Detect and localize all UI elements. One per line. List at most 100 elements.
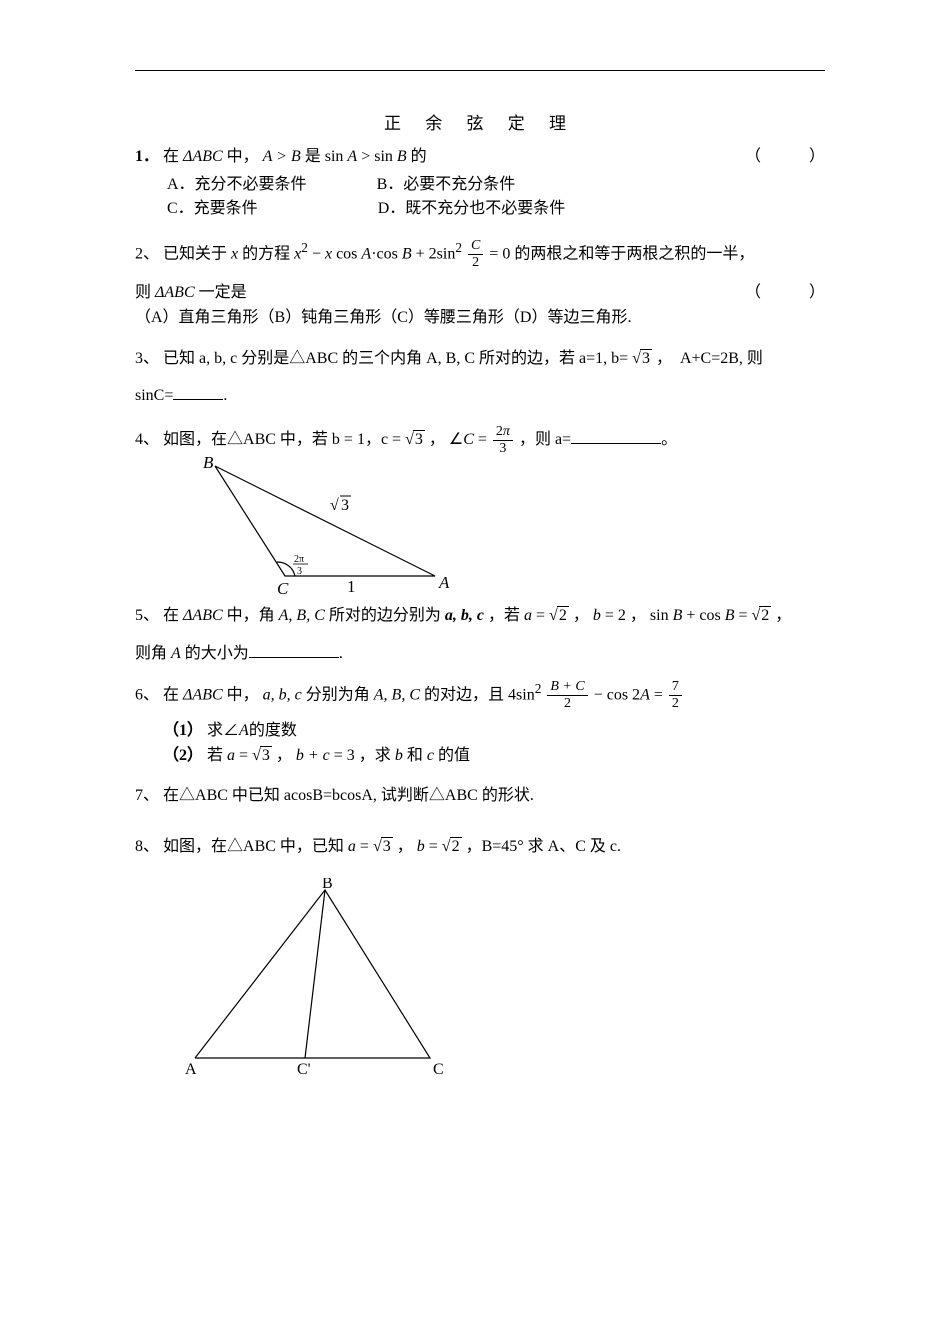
q3-b: ， A+C=2B, 则 bbox=[656, 350, 763, 367]
q8-avar: a bbox=[348, 838, 356, 855]
q2-x: x bbox=[231, 245, 238, 262]
q4-angC: ∠C = bbox=[449, 431, 491, 448]
q3-a: 已知 a, b, c 分别是△ABC 的三个内角 A, B, C 所对的边，若 … bbox=[163, 350, 628, 367]
q8-label-Cp: C' bbox=[297, 1061, 311, 1078]
q3-sqrt: √3 bbox=[632, 347, 652, 372]
q4-label-3: 3 bbox=[341, 497, 349, 514]
q4-label-B: B bbox=[203, 456, 214, 472]
q8-label-B: B bbox=[322, 878, 333, 892]
q6-abc: a, b, c bbox=[263, 686, 302, 703]
q4-num: 4、 bbox=[135, 431, 159, 448]
q5-eq2: = 2 bbox=[601, 607, 626, 624]
q1-optB: B．必要不充分条件 bbox=[377, 170, 516, 194]
q6-p2-a: a bbox=[227, 747, 235, 764]
q6-b: 中， bbox=[227, 686, 259, 703]
q5-d: ，若 bbox=[488, 607, 520, 624]
q5-beq: b bbox=[593, 607, 601, 624]
q5-num: 5、 bbox=[135, 607, 159, 624]
q6-p2d: 的值 bbox=[438, 747, 470, 764]
q5-eq1: = bbox=[532, 607, 549, 624]
q1-optC: C．充要条件 bbox=[167, 194, 258, 218]
q5-l2b: 的大小为 bbox=[185, 645, 249, 662]
q2-paren: （ ） bbox=[745, 278, 825, 302]
q4-label-sqrt3: √ bbox=[330, 497, 339, 514]
q5-line2: 则角 A 的大小为. bbox=[135, 641, 825, 667]
q6-c-var: c bbox=[427, 747, 434, 764]
q5-suf: . bbox=[339, 645, 343, 662]
q8-c1: ， bbox=[397, 838, 413, 855]
q4-suf: 。 bbox=[661, 431, 677, 448]
q5-c: 所对的边分别为 bbox=[329, 607, 445, 624]
q4-stem: 4、 如图，在△ABC 中，若 b = 1，c = √3 ， ∠C = 2π3 … bbox=[135, 425, 825, 456]
q2-c: 的两根之和等于两根之积的一半， bbox=[514, 245, 754, 262]
q4-a: 如图，在△ABC 中，若 b = 1，c = bbox=[163, 431, 401, 448]
q4-label-C: C bbox=[277, 579, 289, 596]
q8-label-A: A bbox=[185, 1061, 197, 1078]
q4-b: ， bbox=[429, 431, 445, 448]
q2-plus: + 2sin bbox=[416, 245, 456, 262]
q5-blank bbox=[249, 641, 339, 658]
q7-stem: 7、 在△ABC 中已知 acosB=bcosA, 试判断△ABC 的形状. bbox=[135, 784, 825, 809]
q3-stem: 3、 已知 a, b, c 分别是△ABC 的三个内角 A, B, C 所对的边… bbox=[135, 347, 825, 372]
q1-optD: D．既不充分也不必要条件 bbox=[378, 194, 566, 218]
q4-frac: 2π3 bbox=[493, 425, 513, 456]
q8-triangle bbox=[195, 890, 430, 1058]
q2-opts: （A）直角三角形（B）钝角三角形（C）等腰三角形（D）等边三角形. bbox=[135, 306, 825, 331]
q8-aeq: = bbox=[356, 838, 373, 855]
q1-cond: A > B bbox=[263, 148, 301, 165]
q6-ABC: A, B, C bbox=[374, 686, 420, 703]
q6-p2a: 若 bbox=[207, 747, 223, 764]
q4-sqrt: √3 bbox=[405, 428, 425, 453]
q2-eq0: = 0 bbox=[489, 245, 510, 262]
q6-4sin: 4sin bbox=[508, 686, 535, 703]
q8-c2: ，B=45° 求 A、C 及 c. bbox=[466, 838, 621, 855]
q1-t3: 是 bbox=[305, 148, 325, 165]
q5-a: 在 bbox=[163, 607, 179, 624]
q5-sincos: sin B + cos B = bbox=[650, 607, 752, 624]
q1-t2: 中， bbox=[227, 148, 259, 165]
q4-angle-arc bbox=[277, 562, 295, 576]
q3-blank bbox=[173, 383, 223, 400]
q5-c1: ， bbox=[573, 607, 589, 624]
q1-stem: 1． 在 ΔABC 中， A > B 是 sin A > sin B 的 bbox=[135, 145, 427, 170]
q2-sup: 2 bbox=[301, 240, 308, 255]
q3-suf: . bbox=[223, 387, 227, 404]
q8-beq: = bbox=[425, 838, 442, 855]
q4-c: ，则 a= bbox=[519, 431, 571, 448]
q4-label-A: A bbox=[438, 573, 450, 592]
q1-sin: sin A > sin B bbox=[325, 148, 407, 165]
q2-stem: 2、 已知关于 x 的方程 x2 − x cos A·cos B + 2sin2… bbox=[135, 238, 825, 270]
q6-p1n: （1） bbox=[163, 722, 203, 739]
q8-a: 如图，在△ABC 中，已知 bbox=[163, 838, 344, 855]
q5-aeq: a bbox=[524, 607, 532, 624]
page: 正 余 弦 定 理 1． 在 ΔABC 中， A > B 是 sin A > s… bbox=[0, 0, 945, 1337]
q5-tri: ΔABC bbox=[183, 607, 223, 624]
q5-stem: 5、 在 ΔABC 中，角 A, B, C 所对的边分别为 a, b, c ，若… bbox=[135, 604, 825, 629]
q8-num: 8、 bbox=[135, 838, 159, 855]
q6-num: 6、 bbox=[135, 686, 159, 703]
q6-bandc: b bbox=[395, 747, 403, 764]
q5-l2a: 则角 bbox=[135, 645, 171, 662]
q1-paren: （ ） bbox=[745, 142, 825, 166]
q6-p2-eq: = bbox=[235, 747, 252, 764]
q6-a: 在 bbox=[163, 686, 179, 703]
q2-min: − bbox=[312, 245, 325, 262]
q6-sup: 2 bbox=[535, 681, 542, 696]
q5-ABC: A, B, C bbox=[279, 607, 325, 624]
q8-sqrt3: √3 bbox=[373, 835, 393, 860]
q5-l2A: A bbox=[171, 645, 181, 662]
q2-sup2: 2 bbox=[455, 240, 462, 255]
q1-num: 1． bbox=[135, 148, 159, 165]
q8-label-C: C bbox=[433, 1061, 444, 1078]
q6-frac1: B + C2 bbox=[547, 680, 587, 711]
q1-optA: A．充分不必要条件 bbox=[167, 170, 307, 194]
q8-figure: A B C C' bbox=[175, 878, 475, 1078]
doc-title: 正 余 弦 定 理 bbox=[135, 109, 825, 134]
q5-sqrt2a: √2 bbox=[549, 604, 569, 629]
q8-bvar: b bbox=[417, 838, 425, 855]
q6-bc3: = 3 bbox=[330, 747, 355, 764]
q2-l2b: 一定是 bbox=[199, 284, 247, 301]
q4-ang-num: 2π bbox=[294, 554, 304, 565]
q2-xcos: x bbox=[325, 245, 332, 262]
q3-num: 3、 bbox=[135, 350, 159, 367]
